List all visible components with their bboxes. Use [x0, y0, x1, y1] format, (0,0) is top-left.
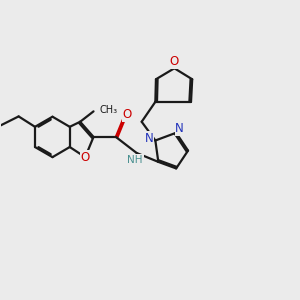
- Text: NH: NH: [128, 154, 143, 164]
- Text: N: N: [144, 132, 153, 145]
- Text: O: O: [123, 108, 132, 121]
- Text: CH₃: CH₃: [100, 105, 118, 115]
- Text: N: N: [175, 122, 184, 135]
- Text: O: O: [81, 151, 90, 164]
- Text: O: O: [170, 55, 179, 68]
